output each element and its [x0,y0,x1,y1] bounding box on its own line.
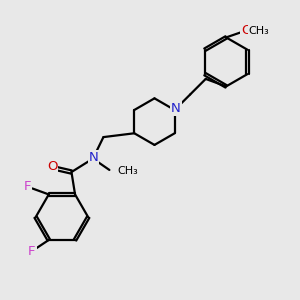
Text: O: O [47,160,57,173]
Text: N: N [171,102,181,115]
Text: F: F [23,181,31,194]
Text: O: O [241,24,252,38]
Text: CH₃: CH₃ [118,167,139,176]
Text: N: N [89,152,98,164]
Text: F: F [28,245,35,258]
Text: CH₃: CH₃ [249,26,269,36]
